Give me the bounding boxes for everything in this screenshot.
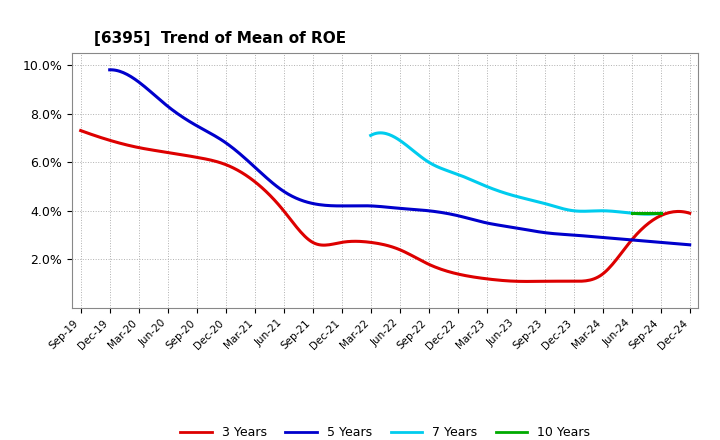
7 Years (612, 209, 621, 214)
5 Years (105, 67, 114, 73)
5 Years (685, 242, 694, 247)
5 Years (631, 238, 639, 243)
3 Years (523, 279, 531, 284)
5 Years (107, 67, 116, 73)
5 Years (449, 212, 457, 217)
3 Years (76, 128, 85, 133)
7 Years (657, 211, 665, 216)
Line: 7 Years: 7 Years (371, 133, 661, 214)
5 Years (594, 235, 603, 240)
7 Years (539, 201, 548, 206)
Text: [6395]  Trend of Mean of ROE: [6395] Trend of Mean of ROE (94, 31, 346, 46)
3 Years (685, 211, 694, 216)
Legend: 3 Years, 5 Years, 7 Years, 10 Years: 3 Years, 5 Years, 7 Years, 10 Years (176, 422, 595, 440)
10 Years (627, 211, 636, 216)
3 Years (78, 128, 87, 134)
3 Years (592, 275, 600, 281)
10 Years (657, 211, 665, 216)
7 Years (367, 132, 376, 138)
7 Years (545, 202, 554, 207)
5 Years (460, 215, 469, 220)
7 Years (644, 212, 652, 217)
Line: 5 Years: 5 Years (109, 70, 690, 245)
7 Years (376, 130, 384, 136)
3 Years (437, 267, 446, 272)
3 Years (439, 268, 448, 273)
7 Years (366, 133, 375, 138)
3 Years (449, 270, 458, 275)
7 Years (540, 201, 549, 206)
5 Years (451, 213, 459, 218)
3 Years (631, 234, 639, 239)
Line: 3 Years: 3 Years (81, 131, 690, 282)
7 Years (630, 211, 639, 216)
